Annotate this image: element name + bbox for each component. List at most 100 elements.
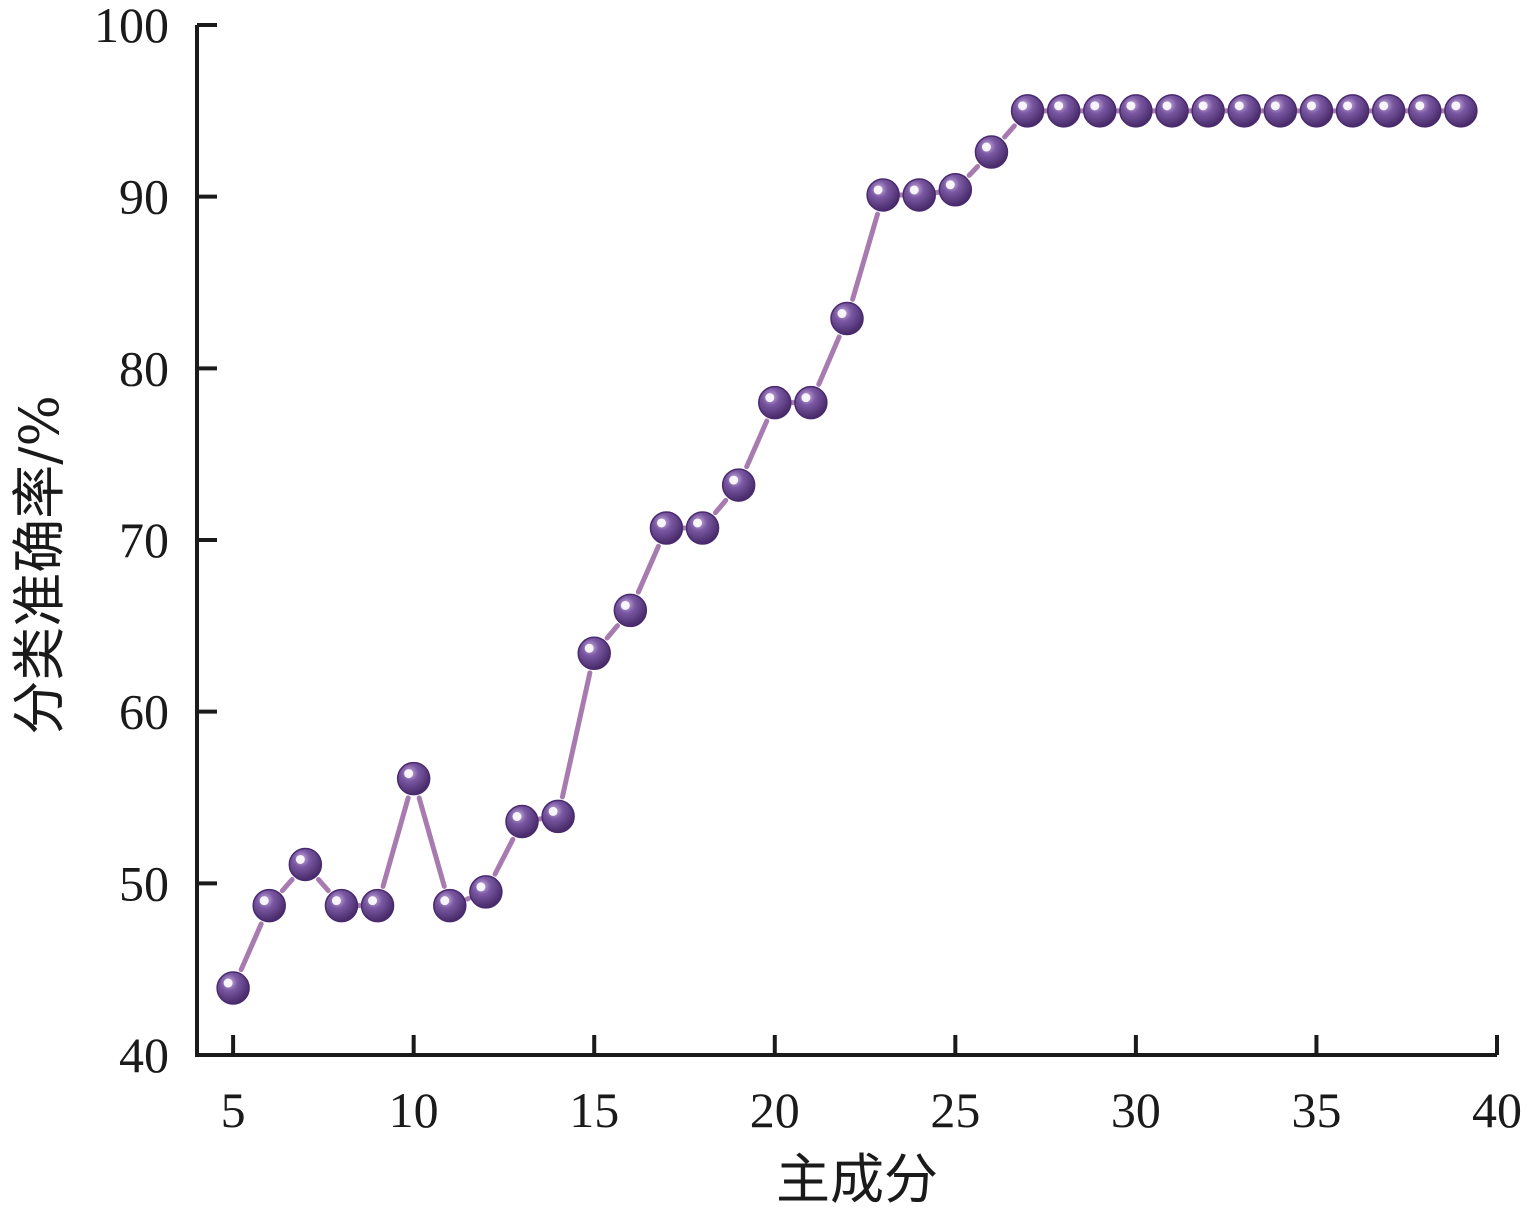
- series-line-segment: [1002, 123, 1017, 140]
- data-point-ball: [974, 135, 1009, 169]
- x-tick-label: 25: [930, 1082, 980, 1138]
- data-point-highlight: [1198, 101, 1208, 111]
- data-point: [721, 468, 756, 502]
- data-point: [469, 875, 503, 909]
- data-point: [1155, 94, 1189, 128]
- data-point: [577, 636, 611, 671]
- series-line-segment: [712, 497, 729, 516]
- series-line-segment: [744, 418, 770, 470]
- data-point-ball: [433, 888, 467, 923]
- data-point-ball: [1191, 94, 1225, 128]
- data-point-ball: [252, 888, 286, 923]
- series-line-layer: [238, 108, 1448, 973]
- data-point: [541, 799, 575, 834]
- x-tick-label: 20: [750, 1082, 800, 1138]
- data-point: [1010, 94, 1045, 128]
- series-line-segment: [316, 876, 331, 894]
- data-point: [1335, 94, 1370, 128]
- x-tick-label: 35: [1291, 1082, 1341, 1138]
- data-point: [613, 593, 648, 628]
- data-point-ball: [866, 178, 900, 212]
- data-point-highlight: [548, 806, 558, 816]
- data-point-highlight: [1090, 101, 1100, 111]
- data-point: [433, 888, 467, 923]
- data-point-highlight: [512, 812, 522, 822]
- data-point-highlight: [1343, 101, 1353, 111]
- data-point-highlight: [368, 896, 378, 906]
- data-point-highlight: [584, 643, 594, 653]
- data-point: [505, 804, 539, 839]
- series-line-segment: [816, 334, 842, 387]
- data-point-highlight: [656, 518, 666, 528]
- data-point-ball: [1299, 94, 1334, 128]
- data-point-highlight: [1234, 101, 1244, 111]
- data-point: [758, 385, 792, 420]
- data-point-highlight: [1379, 101, 1389, 111]
- data-point-highlight: [440, 896, 450, 906]
- data-point-highlight: [873, 185, 883, 195]
- y-axis-title: 分类准确率/%: [8, 395, 71, 735]
- data-point: [216, 971, 250, 1005]
- data-point-highlight: [1306, 101, 1316, 111]
- data-point-ball: [216, 971, 250, 1005]
- data-point-ball: [649, 511, 684, 545]
- data-point-highlight: [1126, 101, 1136, 111]
- data-point-ball: [1119, 94, 1153, 128]
- data-point: [1299, 94, 1334, 128]
- data-point-ball: [1371, 94, 1406, 128]
- x-tick-label: 10: [389, 1082, 439, 1138]
- data-point: [938, 173, 973, 207]
- data-point: [1227, 94, 1261, 128]
- data-point: [902, 178, 936, 212]
- y-tick-label: 60: [119, 684, 169, 740]
- data-point-ball: [758, 385, 792, 420]
- data-point: [1408, 94, 1442, 128]
- series-line-segment: [559, 670, 593, 800]
- data-point-ball: [1227, 94, 1261, 128]
- y-tick-label: 40: [119, 1027, 169, 1083]
- y-tick-label: 50: [119, 855, 169, 911]
- data-point-ball: [1155, 94, 1189, 128]
- data-point-ball: [721, 468, 756, 502]
- x-tick-label: 5: [221, 1082, 246, 1138]
- y-tick-label: 70: [119, 512, 169, 568]
- data-point: [1371, 94, 1406, 128]
- data-point-highlight: [729, 475, 739, 485]
- data-point: [396, 761, 431, 796]
- data-point: [324, 888, 359, 923]
- series-line-segment: [416, 795, 447, 889]
- data-point-highlight: [1162, 101, 1172, 111]
- data-point: [360, 888, 395, 923]
- data-point: [830, 301, 864, 336]
- data-point-highlight: [259, 896, 269, 906]
- data-point-ball: [324, 888, 359, 923]
- x-axis-title: 主成分: [776, 1148, 938, 1207]
- series-line-segment: [492, 836, 516, 877]
- series-line-segment: [380, 795, 411, 889]
- series-markers: [216, 94, 1478, 1005]
- axis-labels: 主成分 分类准确率/%: [8, 395, 938, 1207]
- data-point: [649, 511, 684, 545]
- series-line-segment: [850, 211, 881, 302]
- data-point-ball: [1046, 94, 1081, 128]
- data-point-ball: [902, 178, 936, 212]
- data-point-highlight: [1415, 101, 1425, 111]
- data-point-highlight: [801, 393, 811, 403]
- data-point-ball: [360, 888, 395, 923]
- data-point: [288, 847, 323, 882]
- data-point-ball: [1408, 94, 1442, 128]
- data-point-highlight: [295, 854, 305, 864]
- data-point: [1444, 94, 1478, 128]
- data-point: [794, 385, 828, 420]
- data-point-ball: [1335, 94, 1370, 128]
- data-point-ball: [541, 799, 575, 834]
- data-point: [1119, 94, 1153, 128]
- data-point-highlight: [1054, 101, 1064, 111]
- data-point-highlight: [1018, 101, 1028, 111]
- y-tick-label: 100: [94, 0, 169, 53]
- data-point-highlight: [1270, 101, 1280, 111]
- data-point-ball: [685, 511, 720, 545]
- data-point-highlight: [909, 185, 919, 195]
- data-point-ball: [1010, 94, 1045, 128]
